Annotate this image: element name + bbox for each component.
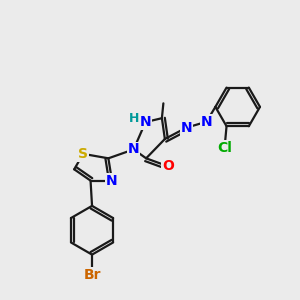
Text: H: H bbox=[129, 112, 140, 125]
Text: N: N bbox=[180, 121, 192, 135]
Text: N: N bbox=[201, 115, 212, 129]
Text: N: N bbox=[128, 142, 140, 156]
Text: N: N bbox=[106, 174, 118, 188]
Text: Cl: Cl bbox=[218, 141, 232, 154]
Text: Br: Br bbox=[83, 268, 101, 282]
Text: O: O bbox=[162, 159, 174, 173]
Text: N: N bbox=[140, 115, 152, 129]
Text: S: S bbox=[78, 147, 88, 161]
